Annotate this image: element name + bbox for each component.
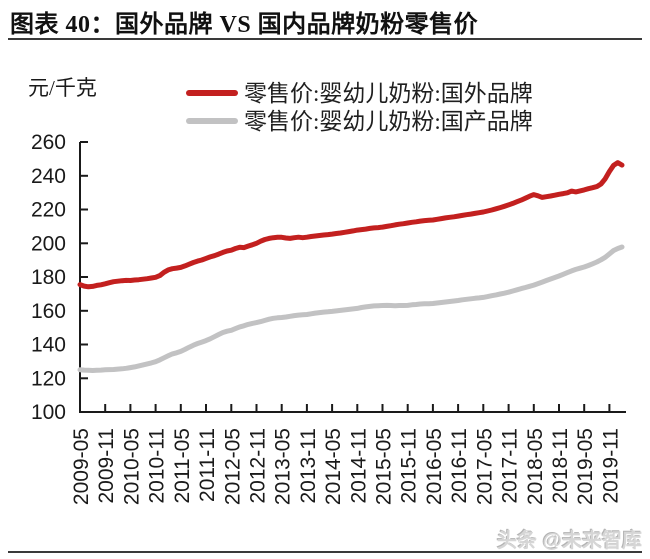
legend-swatch-foreign-brand <box>186 90 238 96</box>
bottom-divider <box>8 551 642 553</box>
svg-text:2019-11: 2019-11 <box>599 428 622 504</box>
x-axis-tick-labels: 2009-05 2009-11 2010-05 2010-11 2011-05 2011-… <box>70 428 622 505</box>
svg-text:2016-11: 2016-11 <box>448 428 471 504</box>
svg-text:2010-05: 2010-05 <box>120 428 143 505</box>
svg-text:100: 100 <box>31 401 66 424</box>
svg-text:180: 180 <box>31 266 66 289</box>
svg-text:160: 160 <box>31 300 66 323</box>
svg-text:140: 140 <box>31 334 66 357</box>
svg-text:2019-05: 2019-05 <box>574 428 597 505</box>
svg-text:2013-05: 2013-05 <box>272 428 295 505</box>
chart-legend: 零售价:婴幼儿奶粉:国外品牌 零售价:婴幼儿奶粉:国产品牌 <box>186 79 533 135</box>
svg-text:2015-05: 2015-05 <box>373 428 396 505</box>
title-divider <box>8 38 642 40</box>
svg-text:260: 260 <box>31 131 66 154</box>
legend-label-foreign-brand: 零售价:婴幼儿奶粉:国外品牌 <box>244 80 533 106</box>
domestic-brand-series-line <box>77 244 625 373</box>
svg-text:2010-11: 2010-11 <box>146 428 169 504</box>
svg-text:220: 220 <box>31 199 66 222</box>
svg-text:2012-11: 2012-11 <box>247 428 270 504</box>
legend-swatch-domestic-brand <box>186 118 238 124</box>
svg-text:2018-11: 2018-11 <box>549 428 572 504</box>
svg-text:2009-05: 2009-05 <box>70 428 93 505</box>
legend-item-domestic-brand: 零售价:婴幼儿奶粉:国产品牌 <box>186 107 533 135</box>
svg-text:2013-11: 2013-11 <box>297 428 320 504</box>
legend-item-foreign-brand: 零售价:婴幼儿奶粉:国外品牌 <box>186 79 533 107</box>
svg-text:2011-05: 2011-05 <box>171 428 194 504</box>
svg-text:2012-05: 2012-05 <box>221 428 244 505</box>
svg-text:2011-11: 2011-11 <box>196 428 219 502</box>
watermark: 头条 @未来智库 <box>496 530 642 552</box>
page-title: 图表 40：国外品牌 VS 国内品牌奶粉零售价 <box>10 12 479 38</box>
svg-text:240: 240 <box>31 165 66 188</box>
svg-text:2018-05: 2018-05 <box>524 428 547 505</box>
svg-text:2014-11: 2014-11 <box>347 428 370 504</box>
svg-text:120: 120 <box>31 367 66 390</box>
svg-text:2017-11: 2017-11 <box>499 428 522 504</box>
legend-label-domestic-brand: 零售价:婴幼儿奶粉:国产品牌 <box>244 108 533 134</box>
y-axis-tick-labels: 100 120 140 160 180 200 220 240 260 <box>31 131 66 424</box>
svg-text:2014-05: 2014-05 <box>322 428 345 505</box>
axes <box>79 141 626 413</box>
foreign-brand-series-line <box>77 160 625 290</box>
svg-text:2016-05: 2016-05 <box>423 428 446 505</box>
svg-text:2009-11: 2009-11 <box>95 428 118 504</box>
svg-text:200: 200 <box>31 232 66 255</box>
y-axis-unit-label: 元/千克 <box>28 76 97 100</box>
svg-text:2017-05: 2017-05 <box>473 428 496 505</box>
svg-text:2015-11: 2015-11 <box>398 428 421 504</box>
